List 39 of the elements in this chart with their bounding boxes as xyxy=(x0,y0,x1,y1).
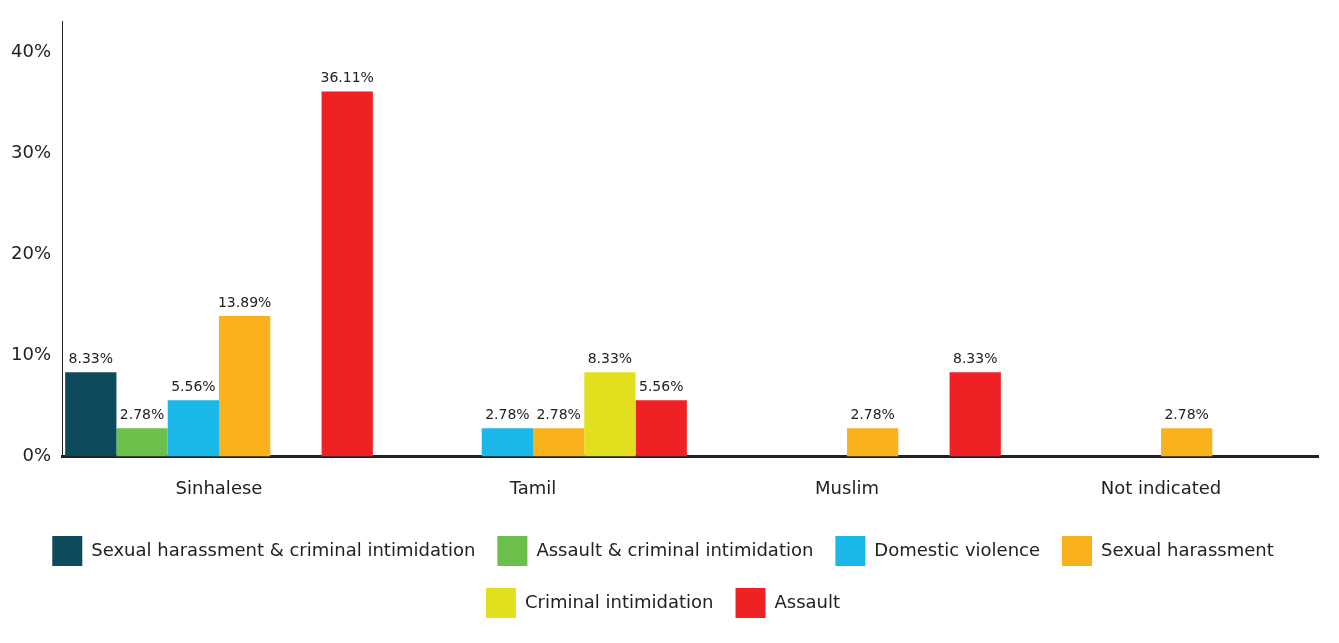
y-tick-label: 40% xyxy=(10,39,52,61)
bar xyxy=(847,428,899,457)
data-label: 5.56% xyxy=(638,377,684,394)
bar xyxy=(584,372,636,457)
data-label: 2.78% xyxy=(1164,405,1209,422)
data-label: 2.78% xyxy=(119,405,165,422)
bar xyxy=(1161,428,1213,457)
bar xyxy=(65,372,117,457)
data-label: 8.33% xyxy=(587,349,633,366)
bar xyxy=(635,400,687,457)
legend-label: Sexual harassment & criminal intimidation xyxy=(91,538,476,560)
legend-label: Assault xyxy=(774,590,841,612)
data-label: 8.33% xyxy=(952,349,998,366)
y-tick-label: 20% xyxy=(10,241,52,263)
bar xyxy=(116,428,168,457)
x-tick-label: Not indicated xyxy=(1100,476,1222,498)
data-label: 36.11% xyxy=(320,69,374,86)
y-tick-label: 30% xyxy=(10,140,52,162)
bar xyxy=(533,428,585,457)
x-tick-label: Sinhalese xyxy=(175,476,263,498)
legend-label: Assault & criminal intimidation xyxy=(536,538,814,560)
bar xyxy=(481,428,534,457)
data-label: 2.78% xyxy=(850,405,895,422)
bar xyxy=(321,91,373,457)
bar xyxy=(949,372,1001,457)
x-tick-label: Tamil xyxy=(508,476,557,498)
data-label: 8.33% xyxy=(68,349,114,366)
legend-label: Criminal intimidation xyxy=(524,590,714,612)
bar xyxy=(167,400,220,457)
data-label: 5.56% xyxy=(171,377,216,394)
data-label: 2.78% xyxy=(485,405,530,422)
data-label: 2.78% xyxy=(536,405,581,422)
legend-label: Domestic violence xyxy=(874,538,1041,560)
data-label: 13.89% xyxy=(217,293,272,310)
legend-label: Sexual harassment xyxy=(1101,538,1274,560)
y-tick-label: 10% xyxy=(10,343,52,364)
y-tick-label: 0% xyxy=(22,444,52,466)
x-tick-label: Muslim xyxy=(815,476,879,498)
bar xyxy=(219,316,271,457)
